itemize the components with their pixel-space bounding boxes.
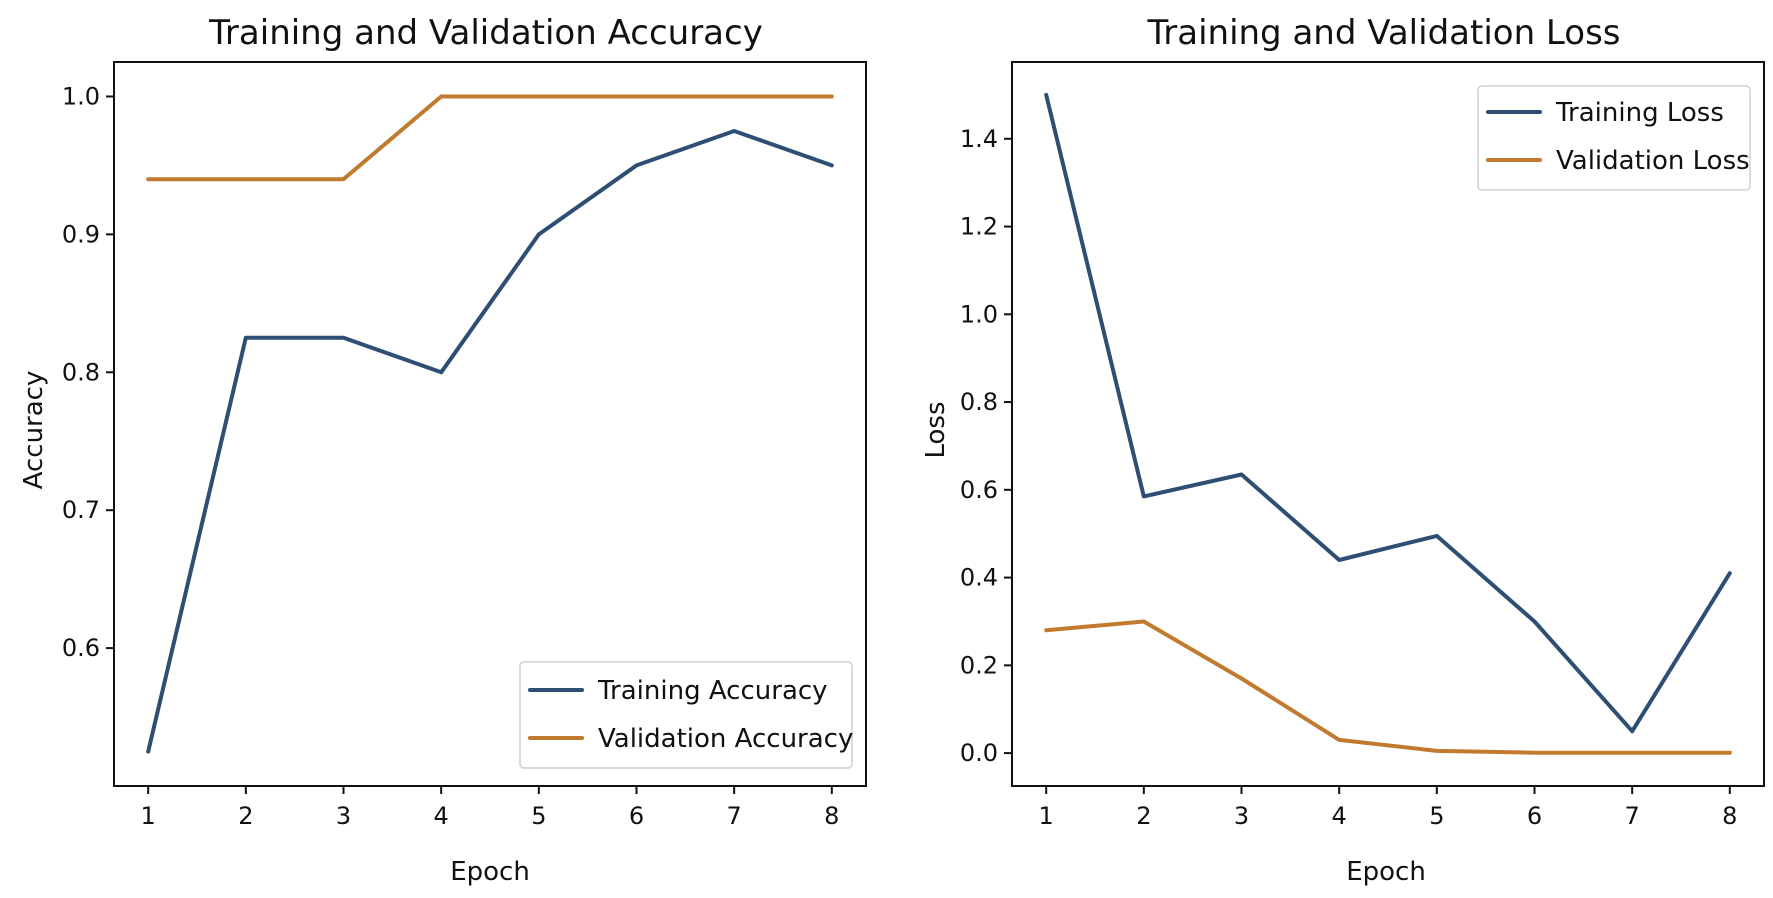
legend-box <box>1477 85 1751 191</box>
chart-title: Training and Validation Loss <box>1146 13 1620 53</box>
x-tick-label: 5 <box>1429 802 1444 830</box>
y-tick-label: 1.0 <box>960 300 998 328</box>
y-tick-label: 0.9 <box>62 220 100 248</box>
y-tick-label: 0.4 <box>960 564 998 592</box>
y-axis: 0.6 0.7 0.8 0.9 1.0 <box>62 82 114 662</box>
x-tick-label: 7 <box>1625 802 1640 830</box>
x-tick-label: 7 <box>727 802 742 830</box>
y-tick-label: 0.2 <box>960 651 998 679</box>
series-lines <box>1044 92 1732 755</box>
series-line-validation-accuracy <box>146 94 834 182</box>
x-tick-label: 3 <box>336 802 351 830</box>
y-tick-label: 0.6 <box>62 634 100 662</box>
y-tick-label: 0.7 <box>62 496 100 524</box>
y-tick-label: 1.4 <box>960 125 998 153</box>
x-axis: 1 2 3 4 5 6 7 8 <box>141 786 839 830</box>
x-tick-label: 3 <box>1234 802 1249 830</box>
y-tick-label: 0.8 <box>960 388 998 416</box>
legend-box <box>519 661 853 769</box>
legend-label: Training Accuracy <box>597 676 828 706</box>
x-tick-label: 8 <box>824 802 839 830</box>
series-line-validation-loss <box>1044 619 1732 755</box>
series-lines <box>146 94 834 754</box>
plot-frame <box>1011 61 1765 787</box>
x-tick-label: 2 <box>1136 802 1151 830</box>
x-tick-label: 8 <box>1722 802 1737 830</box>
accuracy-chart: Training and Validation Accuracy 0.60.70… <box>19 13 867 887</box>
y-tick-label: 1.2 <box>960 213 998 241</box>
y-axis-label: Loss <box>921 401 951 458</box>
series-line-training-loss <box>1044 92 1732 734</box>
legend: Training Loss Validation Loss <box>1477 85 1751 191</box>
x-tick-label: 6 <box>1527 802 1542 830</box>
x-tick-label: 5 <box>531 802 546 830</box>
y-axis-label: Accuracy <box>19 371 49 490</box>
x-tick-label: 1 <box>1039 802 1054 830</box>
x-tick-label: 4 <box>434 802 449 830</box>
x-tick-label: 1 <box>141 802 156 830</box>
y-tick-label: 0.8 <box>62 358 100 386</box>
x-axis: 1 2 3 4 5 6 7 8 <box>1039 786 1737 830</box>
plot-frame <box>113 61 867 787</box>
y-tick-label: 1.0 <box>62 82 100 110</box>
y-tick-label: 0.0 <box>960 739 998 767</box>
x-tick-label: 2 <box>238 802 253 830</box>
y-axis: 0.0 0.2 0.4 0.6 0.8 1.0 1.2 1.4 <box>960 125 1012 767</box>
loss-chart: Training and Validation Loss 0.00.20.40.… <box>921 13 1765 887</box>
x-tick-label: 6 <box>629 802 644 830</box>
series-line-training-accuracy <box>146 129 834 754</box>
legend-label: Training Loss <box>1555 98 1724 128</box>
x-tick-label: 4 <box>1332 802 1347 830</box>
x-axis-label: Epoch <box>450 857 530 887</box>
legend: Training Accuracy Validation Accuracy <box>519 661 853 769</box>
x-axis-label: Epoch <box>1346 857 1426 887</box>
y-tick-label: 0.6 <box>960 476 998 504</box>
legend-label: Validation Accuracy <box>598 724 853 754</box>
legend-label: Validation Loss <box>1556 146 1750 176</box>
chart-title: Training and Validation Accuracy <box>208 13 763 53</box>
